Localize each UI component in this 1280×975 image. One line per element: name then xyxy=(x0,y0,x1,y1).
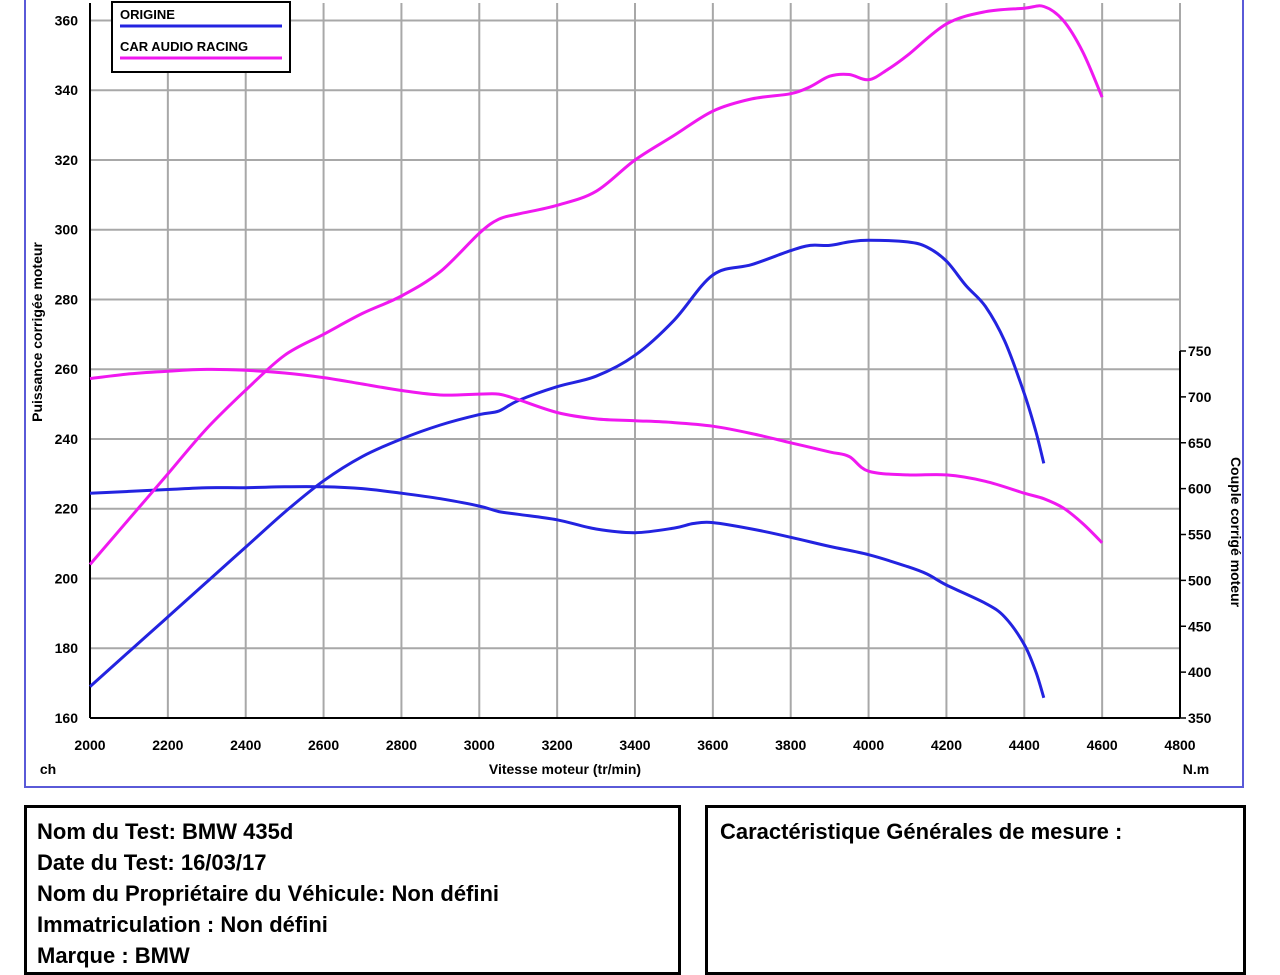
x-tick-label: 3400 xyxy=(619,737,650,753)
x-tick-label: 2800 xyxy=(386,737,417,753)
vehicle-owner: Nom du Propriétaire du Véhicule: Non déf… xyxy=(37,881,500,906)
y-right-axis-title: Couple corrigé moteur xyxy=(1228,457,1242,608)
y-left-tick-label: 360 xyxy=(55,12,79,28)
vehicle-brand: Marque : BMW xyxy=(37,943,190,968)
y-left-tick-label: 180 xyxy=(55,640,79,656)
y-right-tick-label: 750 xyxy=(1188,343,1212,359)
test-name: Nom du Test: BMW 435d xyxy=(37,819,294,844)
measure-info-panel: Caractéristique Générales de mesure : xyxy=(705,805,1246,975)
x-tick-label: 2400 xyxy=(230,737,261,753)
y-left-tick-label: 300 xyxy=(55,222,79,238)
x-tick-label: 4400 xyxy=(1009,737,1040,753)
x-tick-label: 3600 xyxy=(697,737,728,753)
test-date: Date du Test: 16/03/17 xyxy=(37,850,267,875)
x-tick-label: 3000 xyxy=(464,737,495,753)
x-tick-label: 2600 xyxy=(308,737,339,753)
y-left-tick-label: 240 xyxy=(55,431,79,447)
y-right-tick-label: 500 xyxy=(1188,572,1212,588)
power-line-car-audio-racing xyxy=(88,4,1104,566)
x-tick-label: 2000 xyxy=(74,737,105,753)
legend-box xyxy=(111,1,291,73)
y-left-tick-label: 340 xyxy=(55,82,79,98)
power-line-origine xyxy=(89,238,1046,688)
y-right-tick-label: 350 xyxy=(1188,710,1212,726)
y-right-tick-label: 650 xyxy=(1188,435,1212,451)
y-left-tick-label: 160 xyxy=(55,710,79,726)
x-tick-label: 3800 xyxy=(775,737,806,753)
y-left-tick-label: 260 xyxy=(55,361,79,377)
y-right-tick-label: 700 xyxy=(1188,389,1212,405)
x-tick-label: 4600 xyxy=(1087,737,1118,753)
y-left-axis-title: Puissance corrigée moteur xyxy=(29,242,45,422)
x-axis-title: Vitesse moteur (tr/min) xyxy=(489,761,641,777)
y-right-tick-label: 600 xyxy=(1188,481,1212,497)
x-tick-label: 3200 xyxy=(542,737,573,753)
y-right-tick-label: 550 xyxy=(1188,527,1212,543)
dyno-chart: 2000 2200 2400 2600 2800 3000 3200 3400 3600 3800… xyxy=(29,1,1244,777)
dyno-chart-frame: 2000 2200 2400 2600 2800 3000 3200 3400 3600 3800… xyxy=(24,0,1244,788)
x-tick-label: 4800 xyxy=(1164,737,1195,753)
y-right-unit: N.m xyxy=(1183,761,1209,777)
registration: Immatriculation : Non défini xyxy=(37,912,328,937)
legend-label: CAR AUDIO RACING xyxy=(120,39,248,54)
test-info-panel: Nom du Test: BMW 435d Date du Test: 16/0… xyxy=(24,805,681,975)
torque-line-origine xyxy=(89,485,1046,699)
x-tick-label: 2200 xyxy=(152,737,183,753)
torque-line-car-audio-racing xyxy=(89,367,1104,544)
measure-title: Caractéristique Générales de mesure : xyxy=(720,819,1123,844)
y-left-tick-label: 220 xyxy=(55,501,79,517)
y-left-tick-label: 200 xyxy=(55,570,79,586)
y-right-tick-label: 450 xyxy=(1188,618,1212,634)
x-tick-label: 4200 xyxy=(931,737,962,753)
legend-label: ORIGINE xyxy=(120,7,175,22)
y-right-tick-label: 400 xyxy=(1188,664,1212,680)
x-tick-label: 4000 xyxy=(853,737,884,753)
y-left-tick-label: 280 xyxy=(55,291,79,307)
y-left-tick-label: 320 xyxy=(55,152,79,168)
y-left-unit: ch xyxy=(40,761,56,777)
